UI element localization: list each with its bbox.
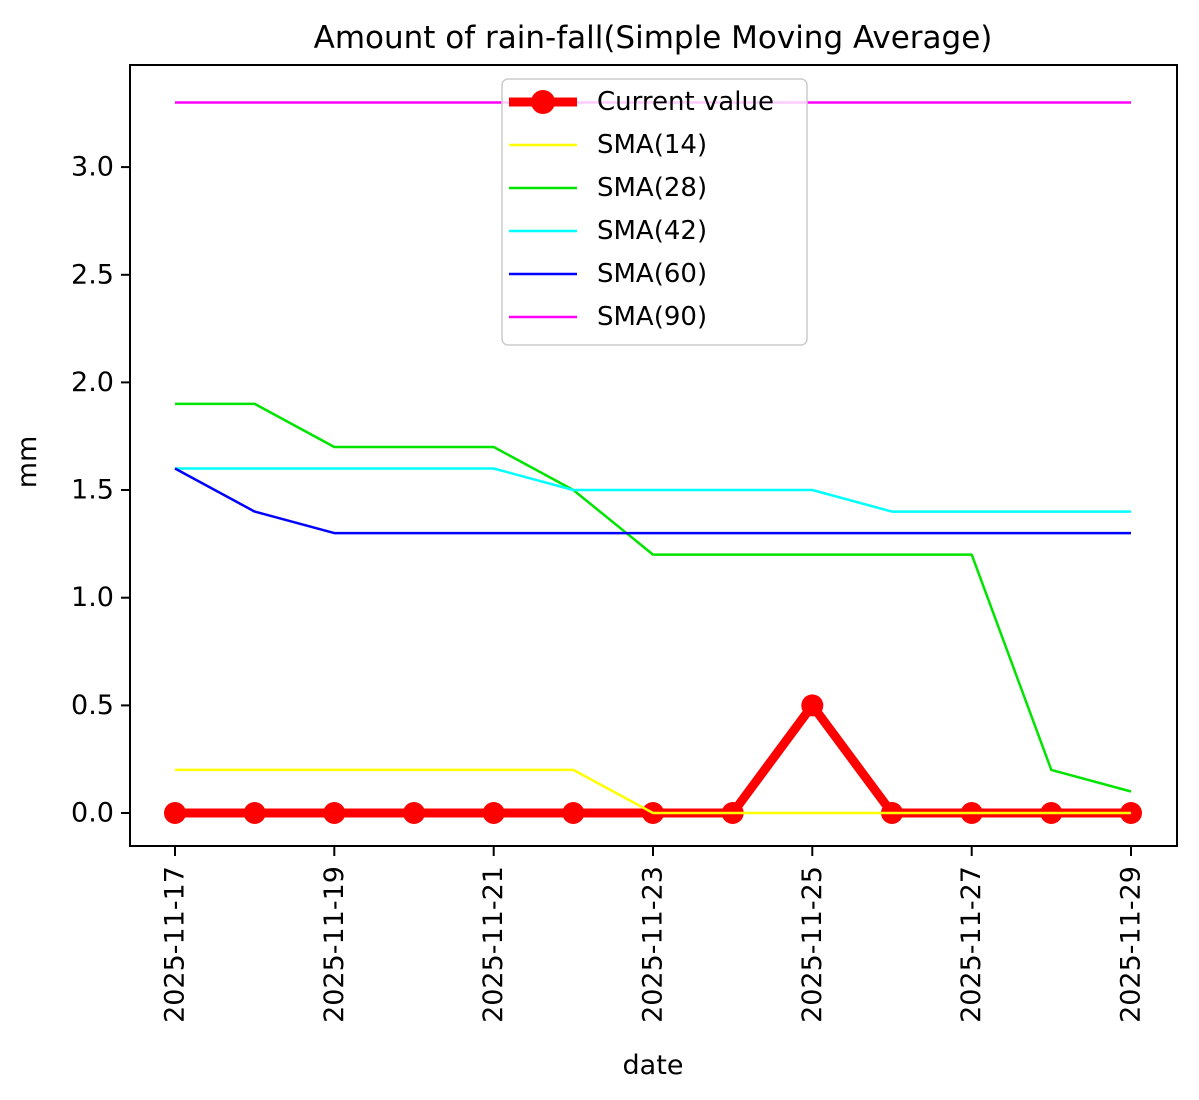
y-axis-label: mm <box>12 436 43 489</box>
legend-box <box>501 78 808 346</box>
y-tick-label: 3.0 <box>71 152 114 183</box>
series-sma-60- <box>174 467 1131 535</box>
y-tick-label: 2.0 <box>71 367 114 398</box>
x-axis-label: date <box>623 1050 684 1081</box>
series-sma-28- <box>175 402 1132 793</box>
x-tick-label: 2025-11-19 <box>319 866 350 1023</box>
legend-item-sma-42-: SMA(42) <box>509 216 707 246</box>
y-tick-label: 0.5 <box>71 690 114 721</box>
series-line <box>174 467 1131 535</box>
x-tick-label: 2025-11-27 <box>956 866 987 1023</box>
legend-item-label: SMA(90) <box>597 302 707 332</box>
legend: Current value SMA(14) SMA(28) SMA(42) SMA(60… <box>501 78 808 346</box>
y-tick-label: 1.0 <box>71 582 114 613</box>
legend-item-current-value: Current value <box>509 87 774 117</box>
legend-item-label: SMA(60) <box>597 259 707 289</box>
data-point-marker <box>164 802 186 824</box>
data-point-marker <box>403 802 425 824</box>
series-line <box>175 402 1132 793</box>
series-sma-42- <box>175 467 1131 513</box>
y-tick-label: 2.5 <box>71 259 114 290</box>
legend-item-sma-14-: SMA(14) <box>509 130 707 160</box>
axes-layer: 0.0 0.5 1.0 1.5 2.0 2.5 3.0 2025-11-17 2025-11-1… <box>71 64 1178 1023</box>
data-point-marker <box>562 802 585 824</box>
series-line <box>175 467 1131 513</box>
x-tick-label: 2025-11-29 <box>1116 866 1147 1023</box>
x-tick-label: 2025-11-21 <box>478 866 509 1023</box>
data-point-marker <box>801 694 824 717</box>
x-tick-label: 2025-11-25 <box>797 866 828 1023</box>
legend-item-label: Current value <box>597 87 774 117</box>
data-point-marker <box>243 802 266 824</box>
data-point-marker <box>482 802 505 824</box>
x-tick-label: 2025-11-23 <box>638 866 669 1023</box>
legend-item-sma-28-: SMA(28) <box>509 173 707 203</box>
legend-item-label: SMA(28) <box>597 173 707 203</box>
y-tick-label: 1.5 <box>71 475 114 506</box>
series-line <box>175 768 1131 815</box>
y-tick-label: 0.0 <box>71 798 114 829</box>
chart-title: Amount of rain-fall(Simple Moving Averag… <box>314 20 993 56</box>
legend-item-label: SMA(42) <box>597 216 707 246</box>
data-point-marker <box>323 802 346 824</box>
legend-item-sma-90-: SMA(90) <box>509 302 707 332</box>
legend-item-label: SMA(14) <box>597 130 707 160</box>
legend-item-sma-60-: SMA(60) <box>509 259 707 289</box>
x-tick-label: 2025-11-17 <box>160 866 191 1023</box>
series-sma-14- <box>175 768 1131 815</box>
legend-swatch-marker <box>531 90 555 114</box>
